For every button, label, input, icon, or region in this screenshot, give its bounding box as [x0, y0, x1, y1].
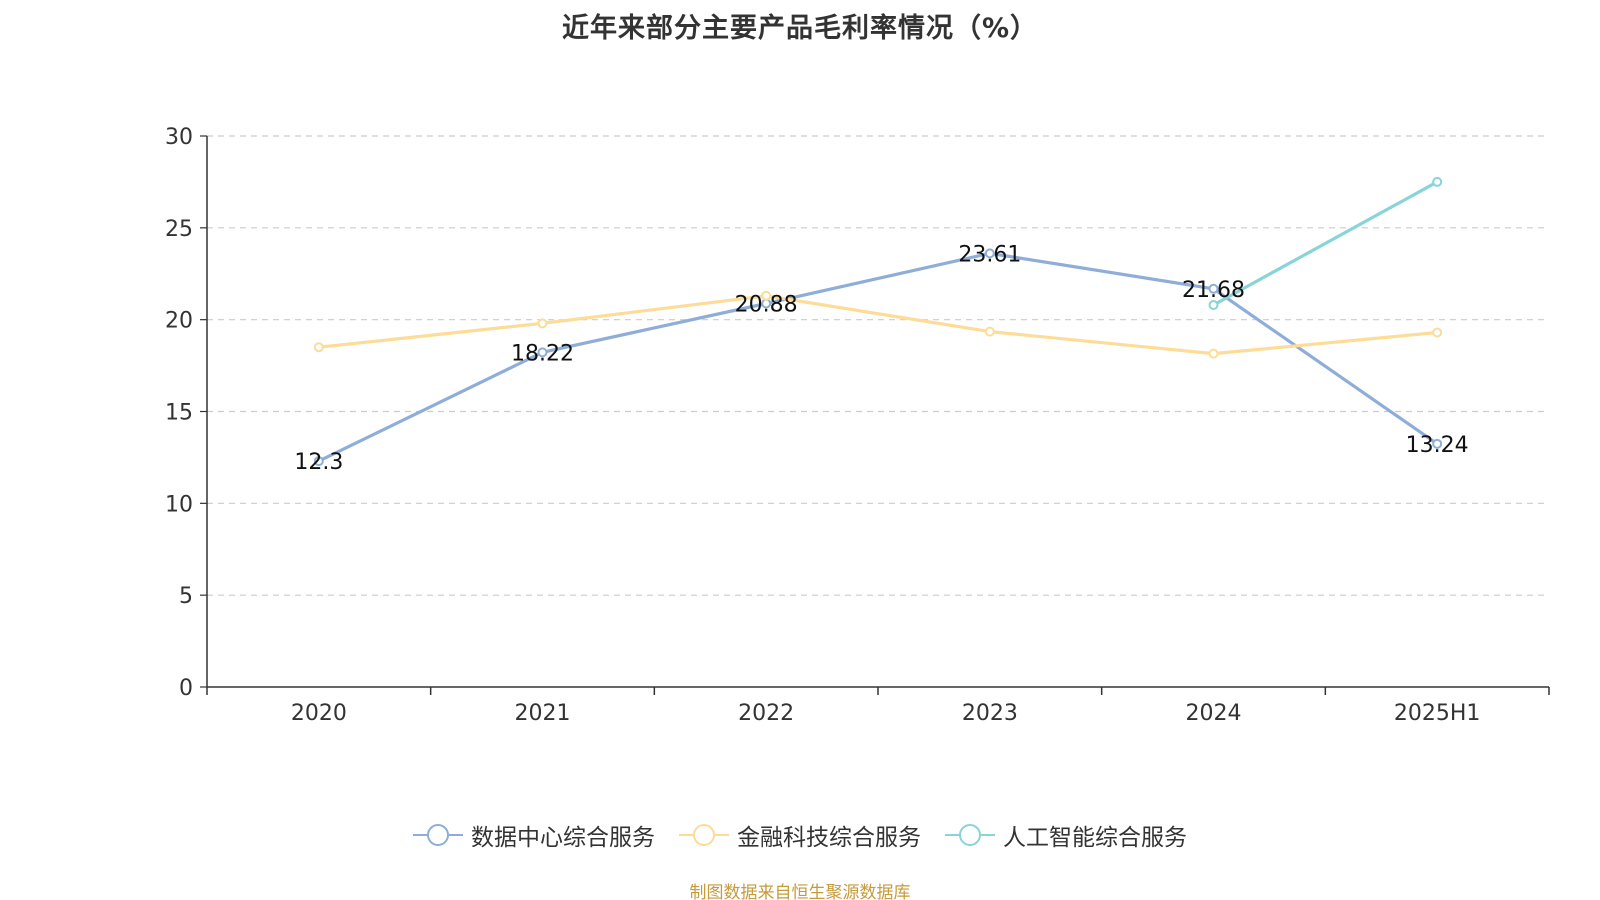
data-point-1 — [984, 248, 995, 259]
x-tick-label: 2023 — [962, 701, 1018, 726]
data-point-2 — [1432, 327, 1443, 338]
legend-item-3[interactable]: 人工智能综合服务 — [945, 818, 1187, 852]
y-tick-label: 0 — [179, 676, 193, 701]
data-point-1 — [313, 456, 324, 467]
data-point-3 — [1432, 176, 1443, 187]
y-tick-label: 5 — [179, 584, 193, 609]
series-line-3 — [1211, 180, 1439, 307]
legend: 数据中心综合服务 金融科技综合服务 人工智能综合服务 — [0, 818, 1600, 852]
legend-swatch-icon — [679, 824, 729, 846]
x-tick-label: 2020 — [291, 701, 347, 726]
legend-label: 人工智能综合服务 — [1003, 825, 1187, 851]
y-tick-label: 30 — [165, 125, 193, 150]
data-label: 13.24 — [1406, 433, 1469, 458]
axes: 0 5 10 15 20 25 30 2020 2021 2022 2023 2024 2025H1 — [165, 125, 1550, 726]
data-label: 20.88 — [735, 293, 798, 318]
series-line-2 — [317, 294, 1439, 356]
data-point-1 — [1432, 438, 1443, 449]
legend-swatch-icon — [413, 824, 463, 846]
legend-swatch-icon — [945, 824, 995, 846]
data-point-1 — [1208, 283, 1219, 294]
chart-title: 近年来部分主要产品毛利率情况（%） — [561, 13, 1039, 44]
data-labels: 12.3 18.22 20.88 23.61 21.68 13.24 — [294, 242, 1468, 475]
y-tick-label: 25 — [165, 217, 193, 242]
y-tick-label: 20 — [165, 309, 193, 334]
legend-label: 数据中心综合服务 — [471, 825, 655, 851]
data-point-2 — [984, 326, 995, 337]
source-note: 制图数据来自恒生聚源数据库 — [689, 883, 911, 900]
data-points — [313, 176, 1443, 467]
data-label: 23.61 — [958, 242, 1021, 267]
data-point-2 — [761, 290, 772, 301]
legend-label: 金融科技综合服务 — [737, 825, 921, 851]
series-lines — [317, 180, 1439, 463]
series-line-1 — [317, 251, 1439, 463]
legend-item-1[interactable]: 数据中心综合服务 — [413, 818, 655, 852]
data-point-2 — [1208, 348, 1219, 359]
legend-item-2[interactable]: 金融科技综合服务 — [679, 818, 921, 852]
data-point-3 — [1208, 299, 1219, 310]
x-tick-label: 2022 — [738, 701, 794, 726]
data-point-1 — [537, 347, 548, 358]
data-point-2 — [313, 342, 324, 353]
data-label: 18.22 — [511, 341, 574, 366]
x-tick-label: 2025H1 — [1394, 701, 1481, 726]
y-tick-label: 15 — [165, 401, 193, 426]
x-tick-label: 2021 — [515, 701, 571, 726]
data-point-2 — [537, 318, 548, 329]
y-tick-label: 10 — [165, 492, 193, 517]
data-label: 12.3 — [294, 450, 343, 475]
x-tick-label: 2024 — [1186, 701, 1242, 726]
grid-lines — [207, 135, 1549, 596]
data-label: 21.68 — [1182, 278, 1245, 303]
